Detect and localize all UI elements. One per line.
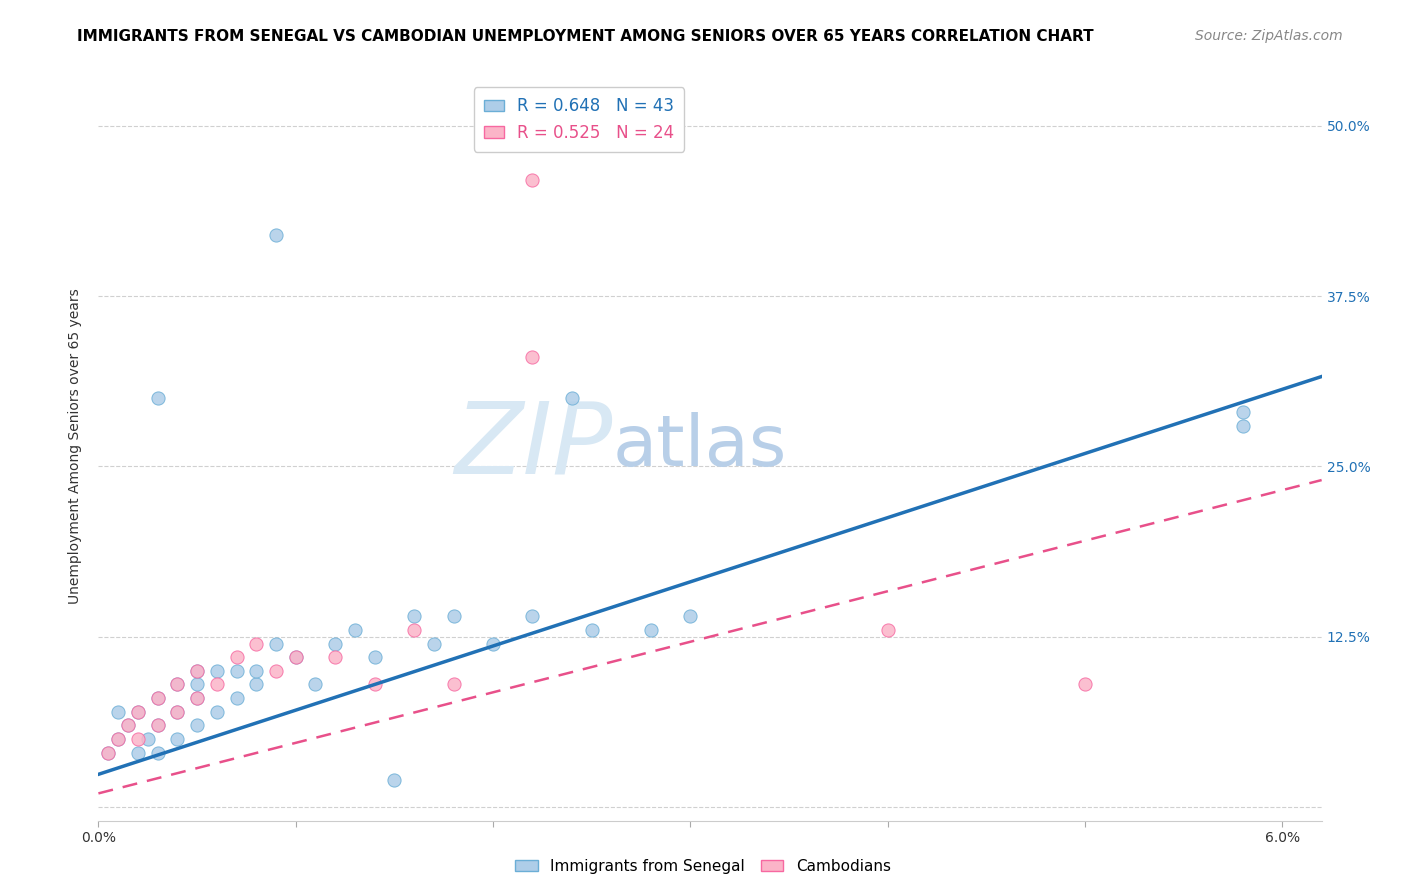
Point [136,731,159,746]
Point [443,677,465,691]
Point [225,691,247,706]
Point [127,705,149,719]
Point [186,677,208,691]
Text: ZIP: ZIP [454,398,612,494]
Point [107,705,129,719]
Point [186,718,208,732]
Point [146,691,169,706]
Point [264,227,287,242]
Text: atlas: atlas [612,411,786,481]
Point [443,609,465,624]
Point [146,691,169,706]
Point [186,664,208,678]
Point [561,392,583,406]
Legend: Immigrants from Senegal, Cambodians: Immigrants from Senegal, Cambodians [509,853,897,880]
Point [205,705,228,719]
Point [166,677,188,691]
Point [640,623,662,637]
Point [1074,677,1097,691]
Point [284,650,307,665]
Point [117,718,139,732]
Point [225,650,247,665]
Point [363,677,385,691]
Point [522,351,544,365]
Point [1232,418,1254,433]
Legend: R = 0.648   N = 43, R = 0.525   N = 24: R = 0.648 N = 43, R = 0.525 N = 24 [474,87,685,152]
Point [522,609,544,624]
Point [127,731,149,746]
Point [166,677,188,691]
Point [404,623,426,637]
Point [117,718,139,732]
Point [404,609,426,624]
Point [205,664,228,678]
Point [146,718,169,732]
Point [581,623,603,637]
Text: Source: ZipAtlas.com: Source: ZipAtlas.com [1195,29,1343,44]
Point [205,677,228,691]
Y-axis label: Unemployment Among Seniors over 65 years: Unemployment Among Seniors over 65 years [69,288,83,604]
Point [679,609,702,624]
Point [323,636,346,650]
Point [146,392,169,406]
Point [146,718,169,732]
Point [97,746,120,760]
Text: IMMIGRANTS FROM SENEGAL VS CAMBODIAN UNEMPLOYMENT AMONG SENIORS OVER 65 YEARS CO: IMMIGRANTS FROM SENEGAL VS CAMBODIAN UNE… [77,29,1094,45]
Point [1232,405,1254,419]
Point [186,691,208,706]
Point [186,691,208,706]
Point [107,731,129,746]
Point [363,650,385,665]
Point [304,677,326,691]
Point [323,650,346,665]
Point [245,636,267,650]
Point [166,705,188,719]
Point [264,636,287,650]
Point [97,746,120,760]
Point [225,664,247,678]
Point [522,173,544,187]
Point [245,664,267,678]
Point [423,636,446,650]
Point [127,746,149,760]
Point [343,623,366,637]
Point [107,731,129,746]
Point [284,650,307,665]
Point [382,772,405,787]
Point [876,623,898,637]
Point [166,705,188,719]
Point [186,664,208,678]
Point [146,746,169,760]
Point [482,636,505,650]
Point [264,664,287,678]
Point [166,731,188,746]
Point [127,705,149,719]
Point [245,677,267,691]
